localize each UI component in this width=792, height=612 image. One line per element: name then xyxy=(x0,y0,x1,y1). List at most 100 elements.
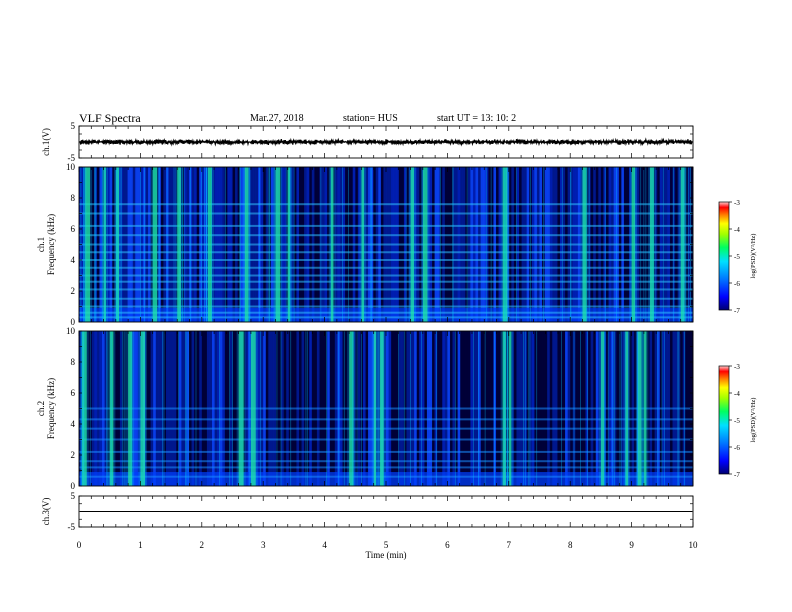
spectrogram-horizontal-band xyxy=(79,427,693,430)
colorbar-tick-label: -5 xyxy=(734,253,740,261)
colorbar-tick-label: -7 xyxy=(734,307,740,315)
spectrogram-vertical-event xyxy=(650,167,654,322)
colorbar-label: log(PSD)(V²/Hz) xyxy=(750,398,757,443)
spectrogram-vertical-event-halo xyxy=(175,167,183,322)
spectrogram-horizontal-band xyxy=(79,460,693,463)
spectrogram-vertical-event-halo xyxy=(273,167,283,322)
spectrogram-horizontal-band xyxy=(79,297,693,300)
spectrogram-vertical-event-halo xyxy=(107,331,116,486)
spectrogram-vertical-event-halo xyxy=(138,331,148,486)
spectrogram-horizontal-band xyxy=(79,407,693,410)
spectrogram-vertical-event xyxy=(109,331,114,486)
spectrogram-vertical-event-halo xyxy=(506,331,514,486)
spectrogram-vertical-event-halo xyxy=(648,167,656,322)
y-tick-label: 10 xyxy=(66,162,76,172)
y-tick-label: -5 xyxy=(68,522,76,532)
y-tick-label: 2 xyxy=(71,286,76,296)
y-tick-label: 5 xyxy=(71,491,76,501)
spectrogram-vertical-event xyxy=(82,331,87,486)
spectrogram-vertical-event-halo xyxy=(80,331,89,486)
ch2-spectrogram-colorbar xyxy=(718,365,730,475)
y-tick-label: -5 xyxy=(68,153,76,163)
y-tick-label: 5 xyxy=(71,121,76,131)
y-tick-label: 6 xyxy=(71,388,76,398)
spectrogram-horizontal-band xyxy=(79,259,693,261)
spectrogram-vertical-event-halo xyxy=(377,331,386,486)
ch1-spectrogram-ylabel: ch.1Frequency (kHz) xyxy=(36,214,56,275)
spectrogram-vertical-event-halo xyxy=(641,331,649,486)
spectrogram-vertical-event xyxy=(373,331,377,486)
spectrogram-vertical-event-halo xyxy=(408,167,417,322)
spectrogram-vertical-event xyxy=(177,167,181,322)
spectrogram-vertical-event xyxy=(238,331,244,486)
colorbar-tick-label: -4 xyxy=(734,390,740,398)
ch1-waveform-line xyxy=(79,137,693,147)
x-tick-label: 7 xyxy=(507,540,512,550)
y-tick-label: 6 xyxy=(71,224,76,234)
spectrogram-horizontal-band xyxy=(79,251,693,254)
colorbar-label: log(PSD)(V²/Hz) xyxy=(750,234,757,279)
spectrogram-vertical-event-halo xyxy=(328,167,336,322)
x-axis-label: Time (min) xyxy=(366,550,407,560)
x-tick-label: 6 xyxy=(445,540,450,550)
spectrogram-vertical-event-halo xyxy=(126,331,135,486)
y-tick-label: 0 xyxy=(71,481,76,491)
colorbar-tick-label: -3 xyxy=(734,363,740,371)
x-tick-label: 1 xyxy=(138,540,143,550)
spectrogram-horizontal-band xyxy=(79,305,693,308)
y-tick-label: 8 xyxy=(71,193,76,203)
spectrogram-horizontal-band xyxy=(79,224,693,227)
spectrogram-vertical-event-halo xyxy=(83,167,93,322)
spectrogram-horizontal-band xyxy=(79,475,693,478)
header-start-time: start UT = 13: 10: 2 xyxy=(437,113,517,124)
spectrogram-vertical-event-halo xyxy=(150,167,160,322)
spectrogram-horizontal-band xyxy=(79,274,693,277)
x-tick-label: 3 xyxy=(261,540,266,550)
spectrogram-vertical-event xyxy=(600,331,605,486)
spectrogram-vertical-event-halo xyxy=(371,331,379,486)
spectrogram-vertical-event xyxy=(379,331,384,486)
spectrogram-vertical-event xyxy=(85,167,91,322)
spectrogram-vertical-event-halo xyxy=(420,167,430,322)
spectrogram-vertical-event-halo xyxy=(248,331,258,486)
spectrogram-vertical-event-halo xyxy=(242,167,251,322)
spectrogram-lowfreq-band xyxy=(79,308,693,322)
colorbar-tick-label: -6 xyxy=(734,280,740,288)
spectrogram-vertical-event xyxy=(152,167,158,322)
spectrogram-horizontal-band xyxy=(79,438,693,441)
header-station: station= HUS xyxy=(343,113,398,124)
x-tick-label: 4 xyxy=(322,540,327,550)
y-tick-label: 0 xyxy=(71,317,76,327)
spectrogram-vertical-event xyxy=(508,331,512,486)
y-tick-label: 10 xyxy=(66,326,76,336)
spectrogram-vertical-event-halo xyxy=(359,167,367,322)
colorbar-tick-label: -6 xyxy=(734,444,740,452)
header-date: Mar.27, 2018 xyxy=(250,113,304,124)
spectrogram-vertical-event xyxy=(250,331,256,486)
spectrogram-vertical-event-halo xyxy=(236,331,246,486)
spectrogram-vertical-event xyxy=(330,167,334,322)
ch1-ylabel: ch.1(V) xyxy=(41,128,51,156)
spectrogram-vertical-event-halo xyxy=(347,331,356,486)
spectrogram-vertical-event xyxy=(275,167,281,322)
x-tick-label: 10 xyxy=(689,540,699,550)
spectrogram-vertical-event xyxy=(410,167,415,322)
ch2-spectrogram-ylabel: ch.2Frequency (kHz) xyxy=(36,378,56,439)
spectrogram-vertical-event xyxy=(422,167,428,322)
spectrogram-vertical-event-halo xyxy=(678,167,687,322)
spectrogram-vertical-event xyxy=(680,167,685,322)
spectrogram-vertical-event-halo xyxy=(635,331,644,486)
colorbar-tick-label: -4 xyxy=(734,226,740,234)
spectrogram-horizontal-band xyxy=(79,234,693,237)
x-tick-label: 5 xyxy=(384,540,389,550)
x-tick-label: 9 xyxy=(629,540,634,550)
spectrogram-vertical-event xyxy=(128,331,133,486)
spectrogram-horizontal-band xyxy=(79,266,693,269)
colorbar-tick-label: -5 xyxy=(734,417,740,425)
ch2-spectrogram xyxy=(79,331,694,486)
spectrogram-vertical-event-halo xyxy=(285,167,293,322)
spectrogram-horizontal-band xyxy=(79,466,693,469)
spectrogram-horizontal-band xyxy=(79,288,693,291)
x-tick-label: 2 xyxy=(200,540,205,550)
spectrogram-vertical-event xyxy=(643,331,647,486)
